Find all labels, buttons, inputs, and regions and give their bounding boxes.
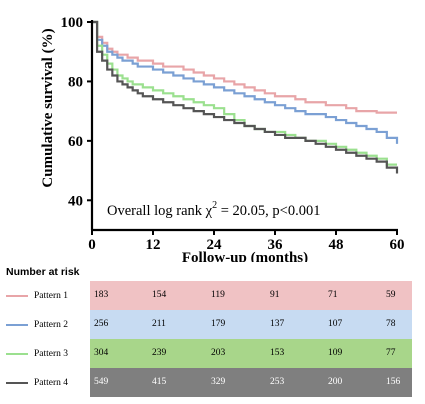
risk-band: 183 154 119 91 71 59 — [90, 281, 412, 310]
risk-row-pattern-3: Pattern 3 304 239 203 153 109 77 — [0, 339, 425, 368]
legend-swatch — [6, 381, 28, 384]
risk-count-cell: 200 — [328, 377, 343, 387]
risk-count-cell: 71 — [328, 290, 338, 300]
survival-chart: 0 12 24 36 48 60 40 60 80 100 Overall log rank χ2… — [40, 15, 405, 262]
survival-curve-pattern-4 — [92, 20, 399, 174]
y-axis-title: Cumulative survival (%) — [40, 28, 56, 187]
series-layer — [92, 20, 399, 174]
risk-count-cell: 78 — [386, 319, 396, 329]
annotation-suffix: = 20.05, p<0.001 — [217, 203, 320, 219]
risk-count-cell: 156 — [386, 377, 401, 387]
risk-count-cell: 107 — [328, 319, 343, 329]
risk-count-cell: 91 — [270, 290, 280, 300]
risk-count-cell: 153 — [270, 348, 285, 358]
risk-count-cell: 77 — [386, 348, 396, 358]
risk-count-cell: 549 — [94, 377, 109, 387]
x-tick-label: 60 — [390, 237, 405, 253]
risk-count-cell: 183 — [94, 290, 109, 300]
log-rank-annotation: Overall log rank χ2 = 20.05, p<0.001 — [107, 200, 320, 219]
y-tick-label: 100 — [61, 15, 84, 31]
risk-count-cell: 256 — [94, 319, 109, 329]
risk-row-pattern-1: Pattern 1 183 154 119 91 71 59 — [0, 281, 425, 310]
risk-count-cell: 179 — [211, 319, 226, 329]
x-tick-label: 36 — [268, 237, 284, 253]
y-tick-label: 40 — [68, 193, 83, 209]
risk-count-cell: 253 — [270, 377, 285, 387]
risk-band: 549 415 329 253 200 156 — [90, 368, 412, 397]
risk-band: 304 239 203 153 109 77 — [90, 339, 412, 368]
risk-count-cell: 154 — [152, 290, 167, 300]
risk-count-cell: 137 — [270, 319, 285, 329]
x-tick-label: 0 — [88, 237, 96, 253]
survival-curve-pattern-2 — [92, 20, 399, 144]
risk-count-cell: 239 — [152, 348, 167, 358]
risk-row-legend: Pattern 3 — [6, 339, 68, 368]
risk-count-cell: 211 — [152, 319, 166, 329]
x-axis-title: Follow-up (months) — [182, 250, 308, 262]
risk-count-cell: 415 — [152, 377, 167, 387]
annotation-superscript: 2 — [212, 200, 217, 211]
annotation-prefix: Overall log rank χ — [107, 203, 213, 219]
legend-label: Pattern 1 — [34, 290, 69, 301]
risk-row-legend: Pattern 4 — [6, 368, 68, 397]
number-at-risk-title: Number at risk — [6, 266, 80, 278]
risk-count-cell: 119 — [211, 290, 225, 300]
x-tick-label: 48 — [329, 237, 344, 253]
risk-row-legend: Pattern 1 — [6, 281, 68, 310]
risk-count-cell: 109 — [328, 348, 343, 358]
risk-count-cell: 203 — [211, 348, 226, 358]
legend-swatch — [6, 294, 28, 297]
risk-band: 256 211 179 137 107 78 — [90, 310, 412, 339]
legend-label: Pattern 4 — [34, 377, 69, 388]
x-tick-label: 12 — [146, 237, 161, 253]
legend-label: Pattern 2 — [34, 319, 69, 330]
legend-swatch — [6, 352, 28, 355]
risk-row-legend: Pattern 2 — [6, 310, 68, 339]
axes-layer — [90, 20, 398, 232]
y-tick-label: 60 — [68, 134, 83, 150]
risk-count-cell: 329 — [211, 377, 226, 387]
risk-count-cell: 304 — [94, 348, 109, 358]
legend-label: Pattern 3 — [34, 348, 69, 359]
risk-row-pattern-2: Pattern 2 256 211 179 137 107 78 — [0, 310, 425, 339]
x-tick-label: 24 — [207, 237, 223, 253]
risk-count-cell: 59 — [386, 290, 396, 300]
tick-layer: 0 12 24 36 48 60 40 60 80 100 — [61, 15, 405, 253]
risk-row-pattern-4: Pattern 4 549 415 329 253 200 156 — [0, 368, 425, 397]
y-tick-label: 80 — [68, 74, 83, 90]
legend-swatch — [6, 323, 28, 326]
